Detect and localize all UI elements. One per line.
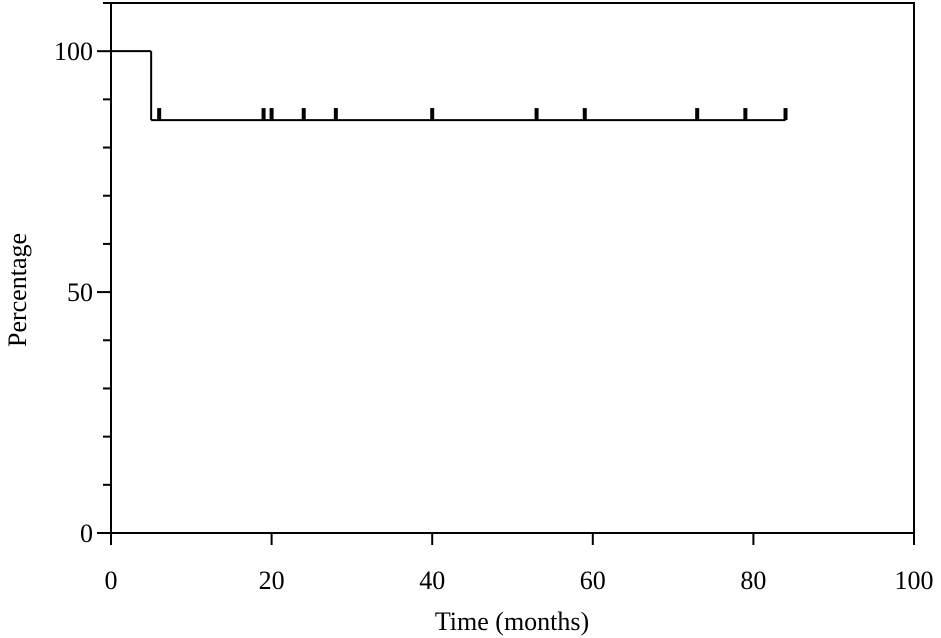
x-tick-label: 100	[895, 566, 934, 595]
x-tick-label: 0	[105, 566, 118, 595]
plot-frame	[110, 2, 915, 534]
x-tick-label: 40	[419, 566, 445, 595]
x-tick-label: 20	[259, 566, 285, 595]
x-tick-label: 80	[740, 566, 766, 595]
x-tick-label: 60	[580, 566, 606, 595]
y-tick-label: 50	[67, 278, 93, 307]
y-tick-label: 0	[80, 519, 93, 548]
x-axis-label: Time (months)	[435, 607, 589, 636]
y-axis-label: Percentage	[3, 233, 32, 347]
y-tick-label: 100	[54, 37, 93, 66]
